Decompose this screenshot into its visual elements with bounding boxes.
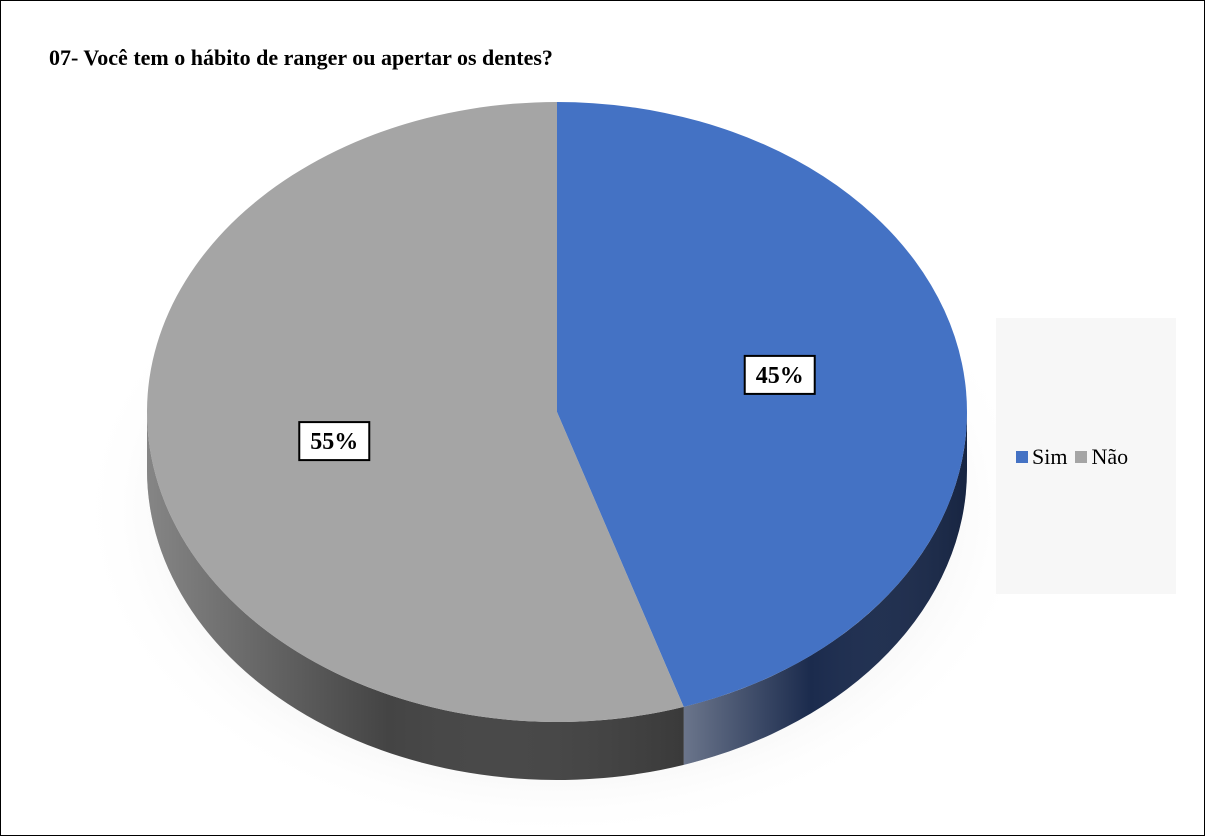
data-label-sim: 45% xyxy=(743,354,816,395)
legend-label-nao: Não xyxy=(1091,444,1129,469)
legend-item-nao: Não xyxy=(1075,444,1128,470)
pie-side-shade-nao xyxy=(147,412,684,780)
legend-swatch-nao xyxy=(1075,451,1088,463)
legend-item-sim: Sim xyxy=(1016,444,1067,470)
pie-slice-nao xyxy=(146,102,684,722)
data-label-nao: 55% xyxy=(298,421,371,462)
data-label-text: 55% xyxy=(310,429,358,455)
data-label-box xyxy=(298,421,371,462)
data-label-box xyxy=(743,354,816,395)
chart-title: 07- Você tem o hábito de ranger ou apert… xyxy=(49,45,553,70)
legend-swatch-sim xyxy=(1016,451,1028,463)
pie-slice-sim xyxy=(557,102,967,707)
chart-legend: Sim Não xyxy=(996,318,1176,594)
legend-label-sim: Sim xyxy=(1032,444,1068,469)
pie-side-shade-sim xyxy=(683,412,967,765)
data-label-text: 45% xyxy=(756,363,804,389)
